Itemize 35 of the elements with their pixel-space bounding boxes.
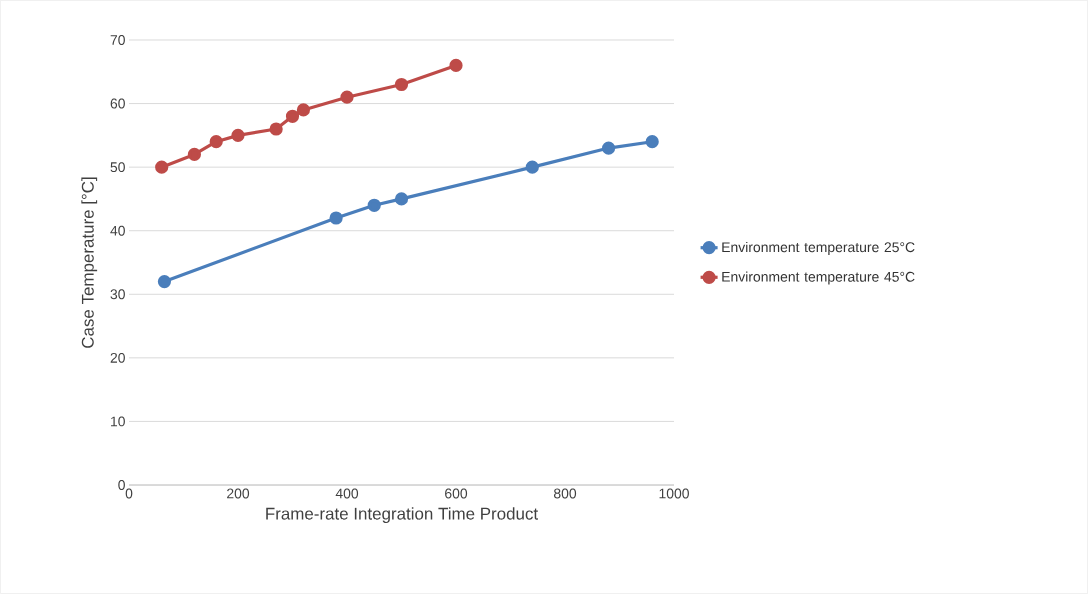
point xyxy=(394,77,409,92)
y-tick-label: 40 xyxy=(110,225,125,236)
point xyxy=(394,192,409,206)
x-tick-label: 400 xyxy=(335,488,359,499)
point xyxy=(329,211,343,225)
legend-label: Environment temperature 45°C xyxy=(722,271,915,285)
x-tick-label: 0 xyxy=(125,488,133,499)
y-tick-label: 60 xyxy=(110,98,125,109)
point xyxy=(269,122,283,136)
point xyxy=(602,141,616,155)
y-axis-title: Case Temperature [°C] xyxy=(81,177,98,348)
point xyxy=(525,160,539,174)
point xyxy=(367,198,381,212)
x-tick-label: 800 xyxy=(553,488,577,499)
x-tick-label: 200 xyxy=(227,488,250,499)
point xyxy=(296,103,310,117)
x-tick-label: 1000 xyxy=(659,488,689,499)
point xyxy=(449,58,463,73)
y-tick-label: 50 xyxy=(110,162,125,173)
point xyxy=(645,135,659,149)
point xyxy=(155,160,169,174)
point xyxy=(231,128,245,142)
point xyxy=(285,109,300,123)
y-tick-label: 10 xyxy=(111,416,125,427)
point xyxy=(157,274,172,289)
y-tick-label: 0 xyxy=(118,480,125,490)
y-tick-label: 70 xyxy=(110,35,125,45)
point xyxy=(209,135,223,149)
y-tick-label: 20 xyxy=(110,352,125,363)
x-axis-title: Frame-rate Integration Time Product xyxy=(266,507,538,524)
point xyxy=(187,147,201,162)
point xyxy=(340,90,354,104)
y-tick-label: 30 xyxy=(110,289,125,300)
x-tick-label: 600 xyxy=(445,488,468,499)
legend-label: Environment temperature 25°C xyxy=(722,241,915,255)
